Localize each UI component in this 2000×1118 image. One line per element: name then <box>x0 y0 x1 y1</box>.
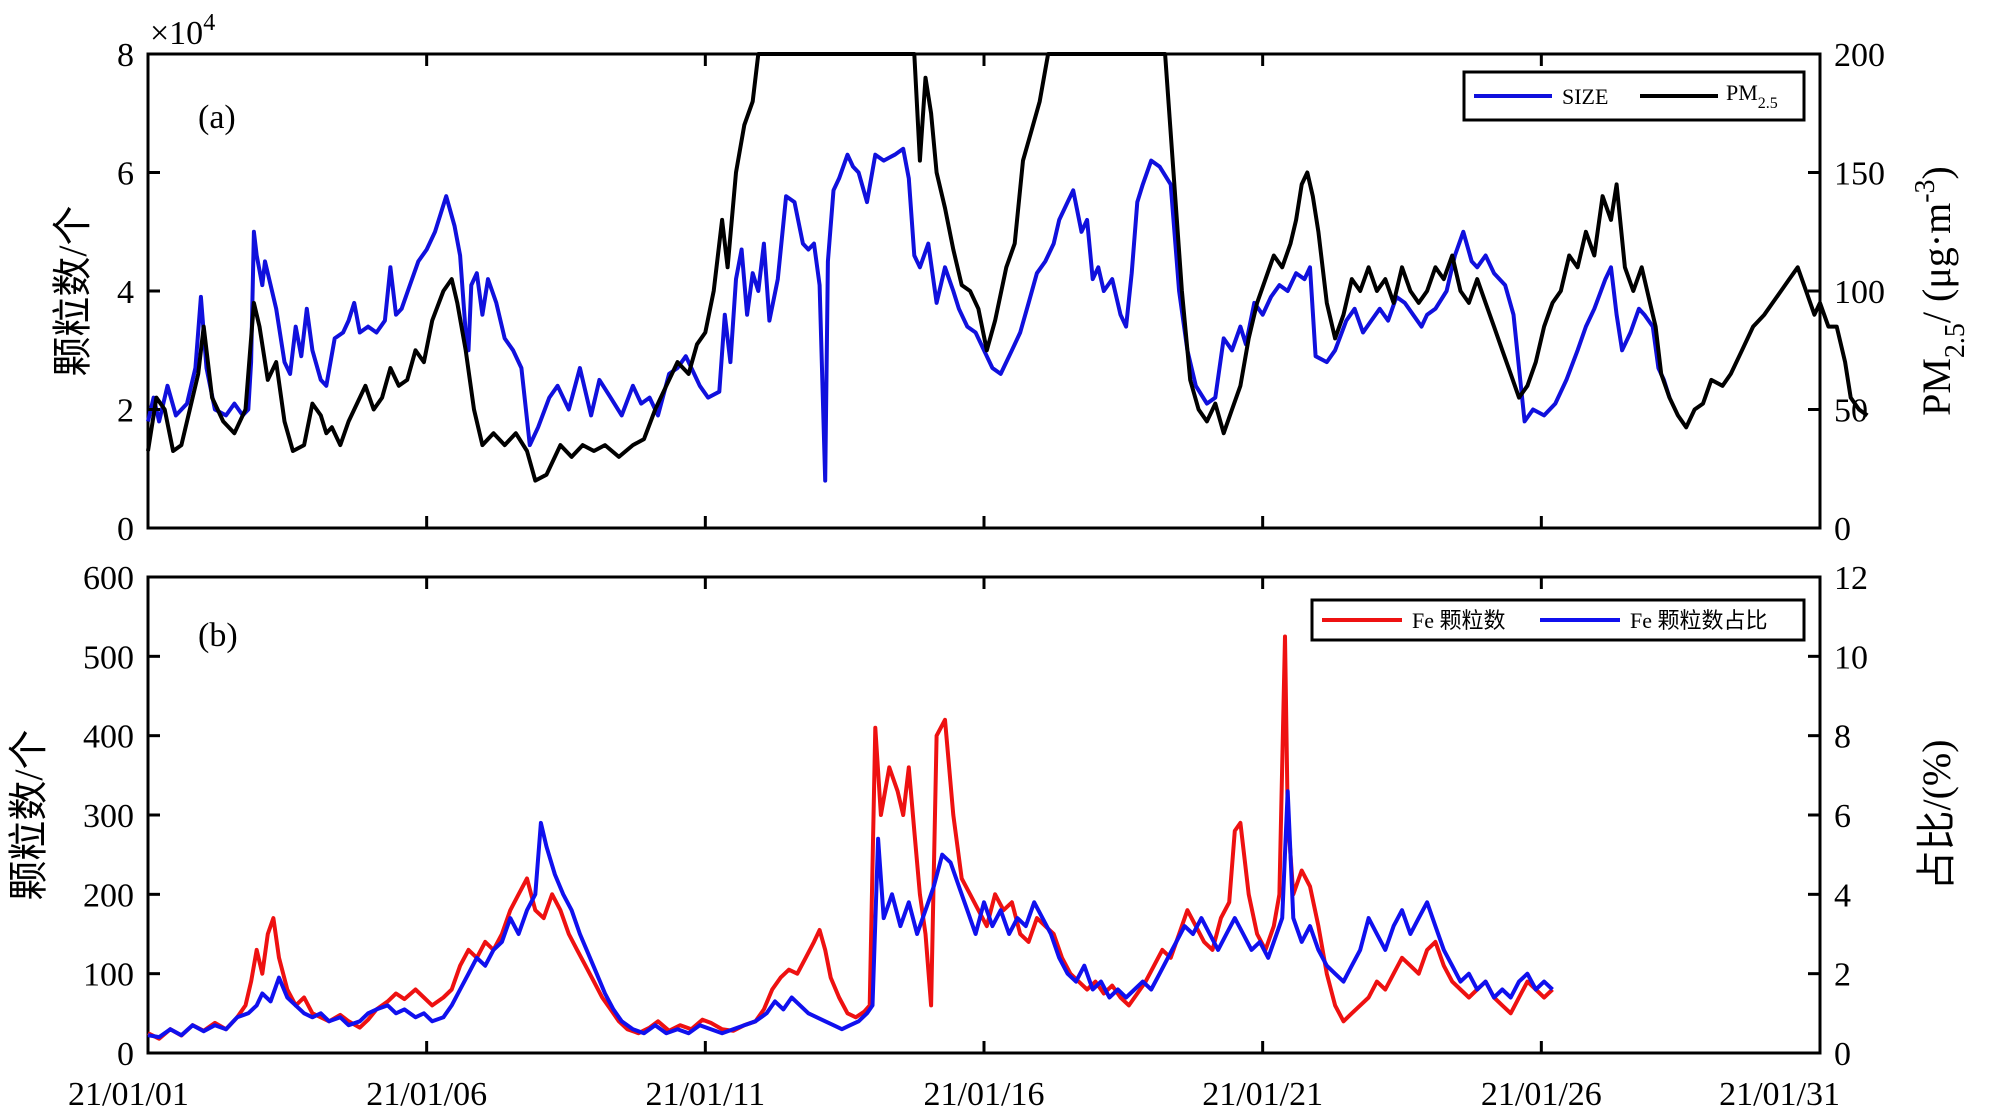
panel-b-legend: Fe 颗粒数 Fe 颗粒数占比 <box>1310 598 1806 642</box>
left-tick-label: 0 <box>117 511 134 548</box>
x-tick-label: 21/01/01 <box>68 1076 189 1113</box>
left-tick-label: 500 <box>83 639 134 676</box>
left-tick-label: 200 <box>83 877 134 914</box>
legend-label-pm25: PM2.5 <box>1726 80 1778 112</box>
panel-b-x-ticks: 21/01/01 21/01/06 21/01/11 21/01/16 21/01/21… <box>68 577 1840 1113</box>
panel-a-right-ticks: 0 50 100 150 200 <box>1808 37 1885 548</box>
right-tick-label: 10 <box>1834 639 1868 676</box>
left-tick-label: 2 <box>117 393 134 430</box>
x-tick-label: 21/01/31 <box>1719 1076 1840 1113</box>
left-tick-label: 300 <box>83 798 134 835</box>
right-tick-label: 4 <box>1834 877 1851 914</box>
panel-a-right-axis-label: PM2.5/ (μg·m-3) <box>1910 166 1971 416</box>
right-tick-label: 12 <box>1834 560 1868 597</box>
panel-a-series <box>146 52 1869 483</box>
panel-a-frame <box>146 52 1822 530</box>
panel-b-right-axis-label: 占比/(%) <box>1914 739 1959 890</box>
panel-b-frame <box>146 575 1822 1055</box>
left-tick-label: 0 <box>117 1036 134 1073</box>
panel-a-legend: SIZE PM2.5 <box>1462 70 1806 122</box>
panel-a: 0 2 4 6 8 0 50 100 150 200 ×104 (a) 颗粒数/个 PM2.5/… <box>50 10 1971 548</box>
panel-a-label: (a) <box>198 99 236 136</box>
right-tick-label: 50 <box>1834 393 1868 430</box>
right-tick-label: 6 <box>1834 798 1851 835</box>
panel-a-x-ticks <box>146 54 1822 528</box>
x-tick-label: 21/01/11 <box>646 1076 766 1113</box>
right-tick-label: 100 <box>1834 274 1885 311</box>
legend-label-size: SIZE <box>1562 84 1608 109</box>
right-tick-label: 200 <box>1834 37 1885 74</box>
left-tick-label: 100 <box>83 957 134 994</box>
series-line-b-0 <box>147 634 1554 1041</box>
right-tick-label: 8 <box>1834 719 1851 756</box>
left-tick-label: 6 <box>117 156 134 193</box>
panel-a-left-ticks: 0 2 4 6 8 <box>117 37 160 548</box>
right-tick-label: 150 <box>1834 156 1885 193</box>
x-tick-label: 21/01/06 <box>366 1076 487 1113</box>
left-tick-label: 4 <box>117 274 134 311</box>
series-line-a-1 <box>146 52 1869 483</box>
legend-label-fe-ratio: Fe 颗粒数占比 <box>1630 608 1768 633</box>
series-line-a-0 <box>146 146 1672 483</box>
panel-b-series <box>147 634 1554 1041</box>
series-line-b-1 <box>147 789 1554 1040</box>
left-tick-label: 400 <box>83 719 134 756</box>
panel-b-left-axis-label: 颗粒数/个 <box>6 729 51 900</box>
x-tick-label: 21/01/21 <box>1202 1076 1323 1113</box>
panel-b-right-ticks: 0 2 4 6 8 10 12 <box>1808 560 1868 1073</box>
panel-b-label: (b) <box>198 617 238 654</box>
panel-a-multiplier: ×104 <box>150 10 215 52</box>
panel-a-left-axis-label: 颗粒数/个 <box>50 205 95 376</box>
x-tick-label: 21/01/26 <box>1481 1076 1602 1113</box>
legend-label-fe-count: Fe 颗粒数 <box>1412 608 1506 633</box>
right-tick-label: 0 <box>1834 511 1851 548</box>
x-tick-label: 21/01/16 <box>924 1076 1045 1113</box>
left-tick-label: 600 <box>83 560 134 597</box>
left-tick-label: 8 <box>117 37 134 74</box>
right-tick-label: 0 <box>1834 1036 1851 1073</box>
panel-b-left-ticks: 0 100 200 300 400 500 600 <box>83 560 160 1073</box>
right-tick-label: 2 <box>1834 957 1851 994</box>
